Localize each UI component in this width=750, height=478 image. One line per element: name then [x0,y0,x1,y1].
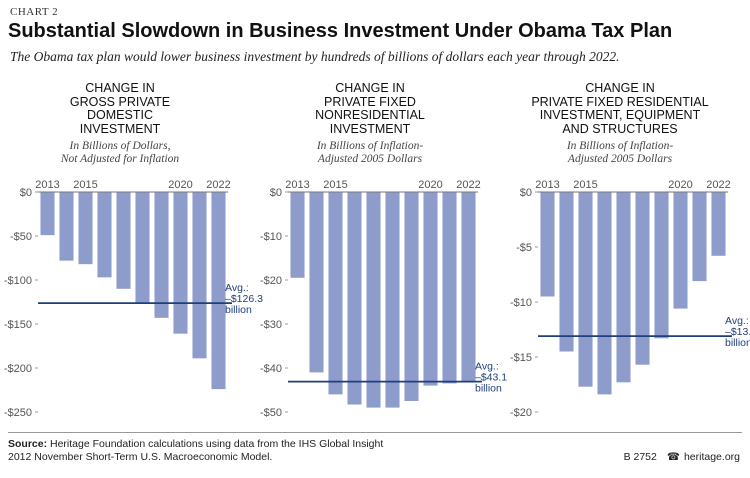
bar-2021 [692,192,707,282]
footer-divider [8,432,742,433]
average-label: billion [225,304,252,316]
source-note: Source: Heritage Foundation calculations… [8,438,383,464]
y-tick-label: -$20 [260,275,282,287]
bar-2021 [192,192,207,359]
y-tick-label: -$50 [10,231,32,243]
bar-2020 [673,192,688,309]
x-tick-label: 2022 [706,179,730,191]
panel-title: CHANGE IN PRIVATE FIXED NONRESIDENTIAL I… [315,81,425,136]
x-tick-label: 2020 [168,179,192,191]
chart-number-label: CHART 2 [10,6,59,18]
bar-2019 [404,192,419,401]
x-tick-label: 2020 [418,179,442,191]
bar-2013 [290,192,305,278]
bar-2019 [154,192,169,318]
bar-2020 [423,192,438,386]
x-tick-label: 2022 [456,179,480,191]
bar-2022 [211,192,226,390]
y-tick-label: $0 [20,187,32,199]
bar-2016 [347,192,362,405]
y-tick-label: -$10 [510,297,532,309]
average-label: billion [725,337,750,349]
bar-2016 [597,192,612,395]
y-tick-label: -$100 [4,275,32,287]
y-tick-label: -$30 [260,319,282,331]
y-tick-label: -$250 [4,407,32,419]
bar-2017 [116,192,131,289]
x-tick-label: 2020 [668,179,692,191]
bar-2013 [540,192,555,297]
site-link[interactable]: heritage.org [683,451,740,463]
chart-panel-private-fixed-residential: CHANGE IN PRIVATE FIXED RESIDENTIAL INVE… [500,81,750,422]
average-label: –$13.1 [725,326,750,338]
y-tick-label: -$15 [510,352,532,364]
bar-2017 [366,192,381,408]
bar-2022 [711,192,726,256]
bar-chart-private-fixed-residential: $0 -$5 -$10 -$15 -$20 2013 2015 2020 2022 Avg.:–$… [510,179,750,419]
average-label: billion [475,383,502,395]
source-text-line2: 2012 November Short-Term U.S. Macroecono… [8,451,273,463]
y-tick-label: -$10 [260,231,282,243]
bar-2021 [442,192,457,384]
bar-2015 [578,192,593,387]
average-label: Avg.: [725,315,749,327]
page-subtitle: The Obama tax plan would lower business … [10,49,620,64]
bar-chart-gross-private-domestic: $0 -$50 -$100 -$150 -$200 -$250 2013 2015 2020 20… [4,179,263,419]
x-tick-label: 2013 [285,179,309,191]
bar-2018 [635,192,650,365]
liberty-bell-icon: ☎ [666,451,680,463]
bar-2014 [309,192,324,373]
page-title: Substantial Slowdown in Business Investm… [8,20,673,42]
chart-panel-private-fixed-nonresidential: CHANGE IN PRIVATE FIXED NONRESIDENTIAL I… [250,81,507,422]
bar-2015 [78,192,93,265]
report-code: B 2752 [623,451,657,463]
source-text-line1: Heritage Foundation calculations using d… [47,438,384,450]
bar-2018 [385,192,400,408]
bar-2022 [461,192,476,382]
x-tick-label: 2022 [206,179,230,191]
bar-2014 [559,192,574,352]
y-tick-label: -$150 [4,319,32,331]
y-tick-label: -$40 [260,363,282,375]
y-tick-label: $0 [270,187,282,199]
footer-credit: B 2752 ☎ heritage.org [624,451,740,463]
bar-2020 [173,192,188,334]
average-label: –$43.1 [475,372,507,384]
x-tick-label: 2013 [535,179,559,191]
panel-subtitle: In Billions of Inflation- Adjusted 2005 … [316,140,424,165]
y-tick-label: -$200 [4,363,32,375]
bar-2018 [135,192,150,304]
panel-title: CHANGE IN GROSS PRIVATE DOMESTIC INVESTM… [69,81,171,136]
source-label: Source: [8,438,48,450]
y-tick-label: $0 [520,187,532,199]
y-tick-label: -$50 [260,407,282,419]
average-label: –$126.3 [225,293,263,305]
panel-title: CHANGE IN PRIVATE FIXED RESIDENTIAL INVE… [531,81,709,136]
bar-chart-private-fixed-nonresidential: $0 -$10 -$20 -$30 -$40 -$50 2013 2015 2020 2022 Av… [260,179,507,419]
y-tick-label: -$20 [510,407,532,419]
x-tick-label: 2013 [35,179,59,191]
bar-2014 [59,192,74,261]
x-tick-label: 2015 [73,179,97,191]
panel-subtitle: In Billions of Inflation- Adjusted 2005 … [566,140,674,165]
bar-2019 [654,192,669,339]
bar-2016 [97,192,112,278]
bar-2013 [40,192,55,236]
average-label: Avg.: [475,361,499,373]
average-label: Avg.: [225,282,249,294]
bar-2017 [616,192,631,383]
x-tick-label: 2015 [323,179,347,191]
chart-panel-gross-private-domestic: CHANGE IN GROSS PRIVATE DOMESTIC INVESTM… [0,81,263,422]
panel-subtitle: In Billions of Dollars, Not Adjusted for… [60,140,180,165]
x-tick-label: 2015 [573,179,597,191]
bar-2015 [328,192,343,395]
y-tick-label: -$5 [516,242,532,254]
